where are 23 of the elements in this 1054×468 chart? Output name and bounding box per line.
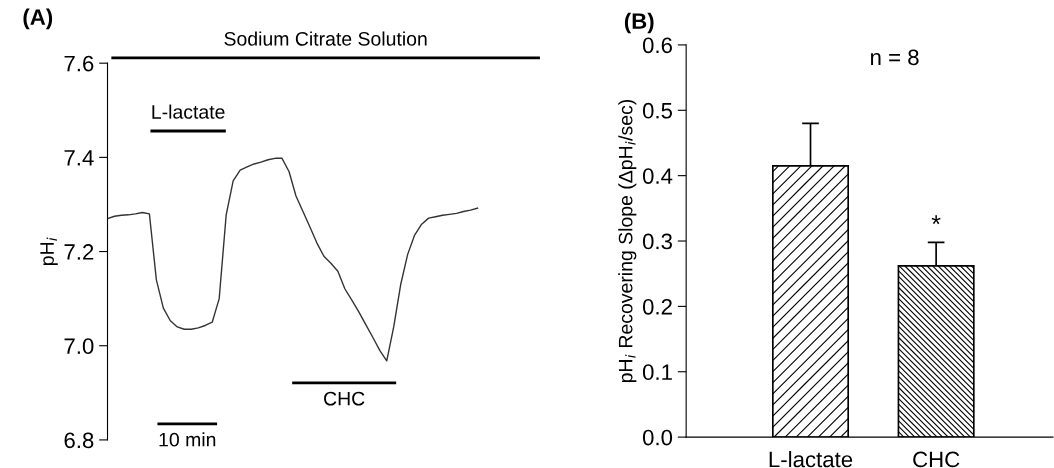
text: Sodium Citrate Solution	[224, 31, 427, 46]
y-tick-label: 0.1	[642, 364, 672, 381]
y-tick-label: 0.6	[642, 37, 672, 54]
y-tick-label: 7.2	[64, 244, 94, 260]
y-tick-label: 0.0	[642, 429, 673, 446]
y-tick-label: 7.6	[64, 55, 94, 72]
annotation: n = 8	[871, 49, 919, 66]
annotation: L-lactate	[152, 104, 225, 119]
y-tick-label: 7.0	[64, 338, 94, 355]
y-tick-label: 0.4	[642, 168, 673, 184]
y-axis-title: pH$_{i}$ Recovering Slope (ΔpH$_{i}$/sec)	[618, 99, 637, 383]
y-tick-label: 0.3	[642, 233, 672, 250]
y-tick-label: 7.4	[64, 150, 94, 166]
chart-title: (B)	[624, 12, 654, 34]
annotation: 10 min	[159, 432, 216, 447]
y-tick-label: 0.2	[642, 298, 672, 315]
chart-title: (A)	[23, 8, 53, 30]
y-tick-label: 0.5	[642, 102, 673, 119]
y-tick-label: 6.8	[64, 432, 94, 449]
y-axis-title: pH$_{i}$	[40, 237, 58, 265]
line-series	[107, 157, 479, 362]
annotation: *	[931, 215, 941, 225]
annotation: CHC	[324, 391, 365, 406]
